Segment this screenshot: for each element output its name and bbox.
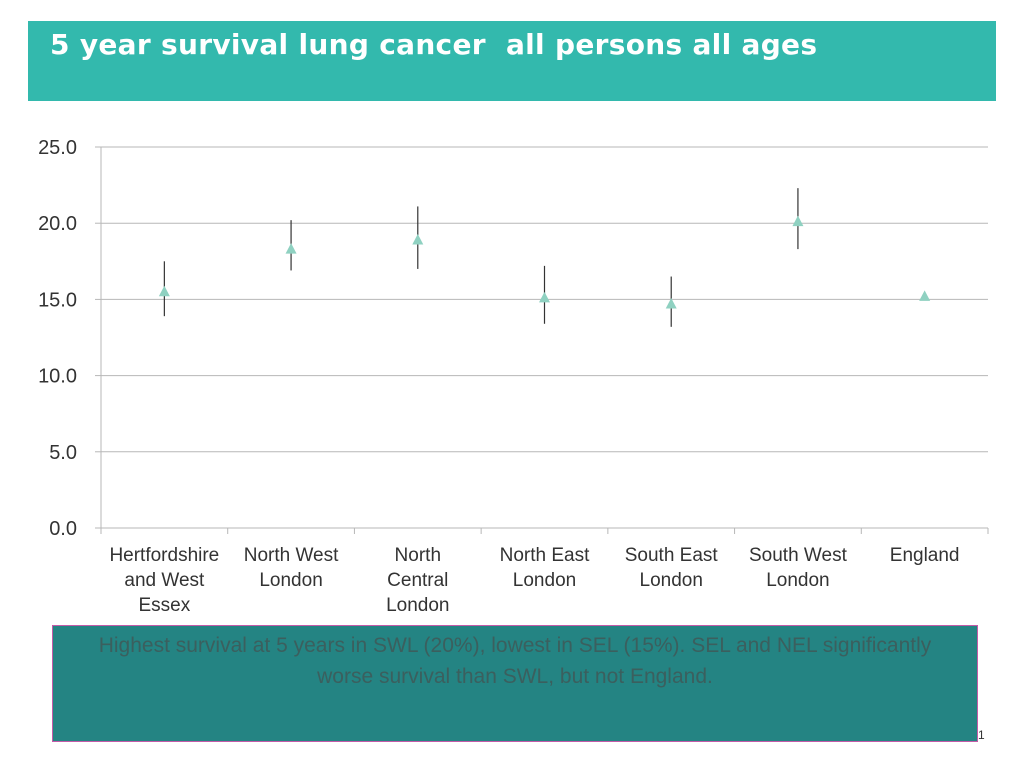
data-point xyxy=(285,243,297,254)
y-tick-label: 20.0 xyxy=(38,213,77,235)
y-tick-label: 0.0 xyxy=(49,518,77,540)
x-tick-label: North East London xyxy=(500,545,590,591)
caption-text: Highest survival at 5 years in SWL (20%)… xyxy=(98,634,932,688)
y-tick-label: 15.0 xyxy=(38,289,77,311)
x-tick-label: South West London xyxy=(749,545,848,591)
data-point xyxy=(665,297,677,309)
data-point xyxy=(919,290,931,301)
y-tick-label: 5.0 xyxy=(49,442,77,464)
data-point xyxy=(792,215,804,227)
y-tick-label: 25.0 xyxy=(38,137,77,159)
x-tick-label: North West London xyxy=(244,545,339,591)
x-tick-label: England xyxy=(890,545,960,566)
x-tick-label: Hertfordshire and West Essex xyxy=(109,545,219,616)
data-point xyxy=(158,285,170,297)
y-tick-label: 10.0 xyxy=(38,366,77,388)
x-tick-label: North Central London xyxy=(386,545,449,616)
slide-title: 5 year survival lung cancer all persons … xyxy=(50,28,818,61)
survival-chart: 0.0 5.0 10.0 15.0 20.0 25.0 Hertfordshire and W… xyxy=(38,137,989,616)
data-point xyxy=(412,233,424,245)
data-point xyxy=(539,291,550,303)
caption-box: Highest survival at 5 years in SWL (20%)… xyxy=(52,625,978,742)
title-bar: 5 year survival lung cancer all persons … xyxy=(28,21,996,101)
x-tick-label: South East London xyxy=(625,545,719,591)
slide-number: 1 xyxy=(978,728,985,742)
